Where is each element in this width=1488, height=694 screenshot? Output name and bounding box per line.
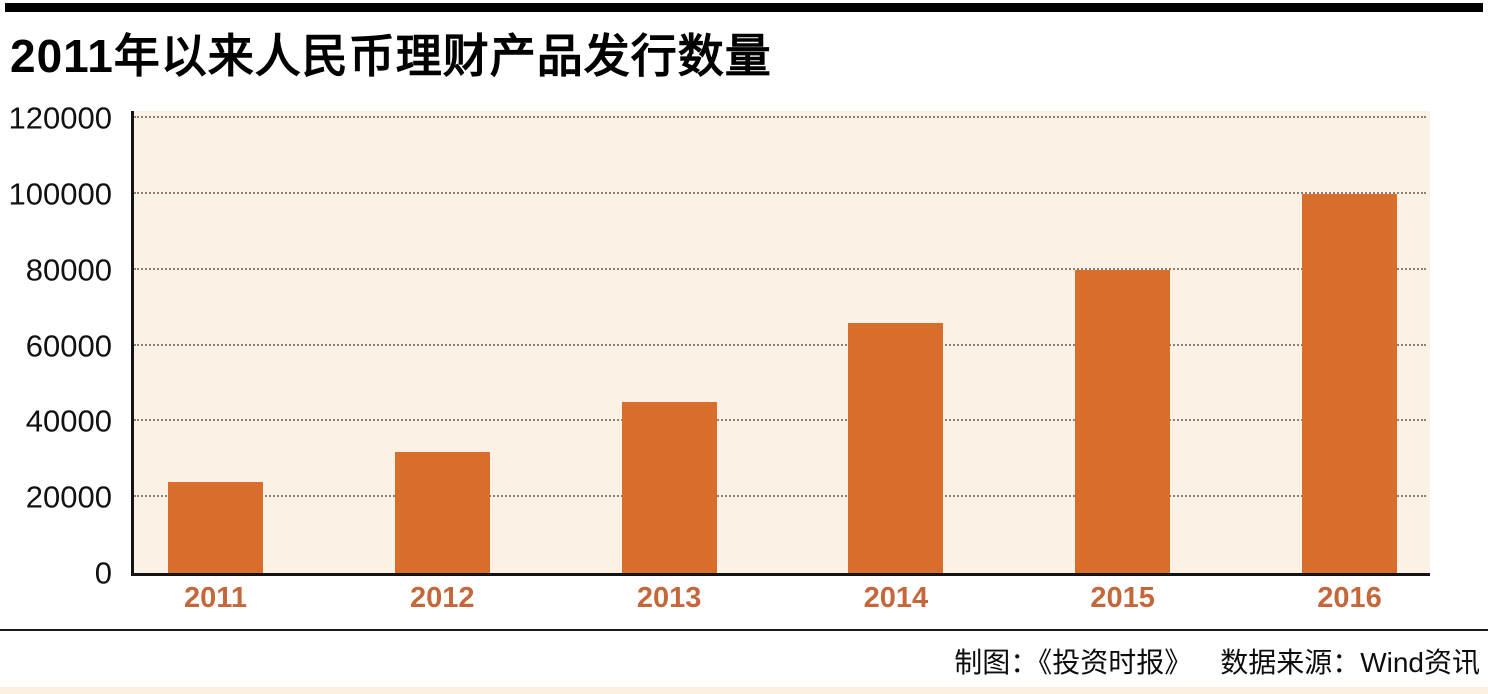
y-tick-label-100000: 100000: [8, 176, 112, 212]
chart-title: 2011年以来人民币理财产品发行数量: [10, 30, 772, 82]
x-tick-label-2014: 2014: [863, 582, 929, 614]
bar-2012: [394, 451, 490, 573]
x-tick-label-2015: 2015: [1090, 582, 1155, 614]
y-tick-label-40000: 40000: [25, 403, 112, 439]
credit-chart-maker: 制图：《投资时报》: [954, 647, 1193, 678]
top-accent-bar: [5, 3, 1483, 12]
gridline-60000: [134, 343, 1426, 346]
gridline-120000: [134, 116, 1426, 118]
credit-data-source: 数据来源：Wind资讯: [1220, 647, 1480, 678]
bar-2013: [621, 402, 717, 573]
footer-divider: [0, 629, 1488, 631]
y-tick-label-0: 0: [94, 555, 112, 591]
footer-credits: 制图：《投资时报》 数据来源：Wind资讯: [954, 641, 1480, 681]
bar-2014: [848, 322, 944, 573]
gridline-40000: [134, 419, 1426, 422]
y-axis-labels: 0 20000 40000 60000 80000 100000 120000: [0, 103, 112, 589]
gridline-80000: [134, 267, 1426, 270]
x-tick-label-2016: 2016: [1317, 582, 1382, 614]
bottom-accent-strip: [0, 687, 1488, 694]
bar-2016: [1302, 193, 1397, 573]
y-tick-label-60000: 60000: [25, 328, 112, 363]
y-tick-label-120000: 120000: [8, 100, 112, 136]
plot-area: [131, 111, 1430, 576]
bar-2015: [1075, 269, 1171, 573]
bar-2011: [168, 482, 263, 573]
x-axis-labels: 2011 2012 2013 2014 2015 2016: [134, 578, 1430, 622]
x-tick-label-2012: 2012: [410, 582, 475, 614]
x-tick-label-2013: 2013: [636, 582, 702, 614]
y-tick-label-20000: 20000: [25, 479, 112, 515]
gridline-20000: [134, 495, 1426, 498]
gridline-100000: [134, 191, 1426, 194]
x-tick-label-2011: 2011: [184, 582, 247, 614]
y-tick-label-80000: 80000: [25, 252, 112, 288]
